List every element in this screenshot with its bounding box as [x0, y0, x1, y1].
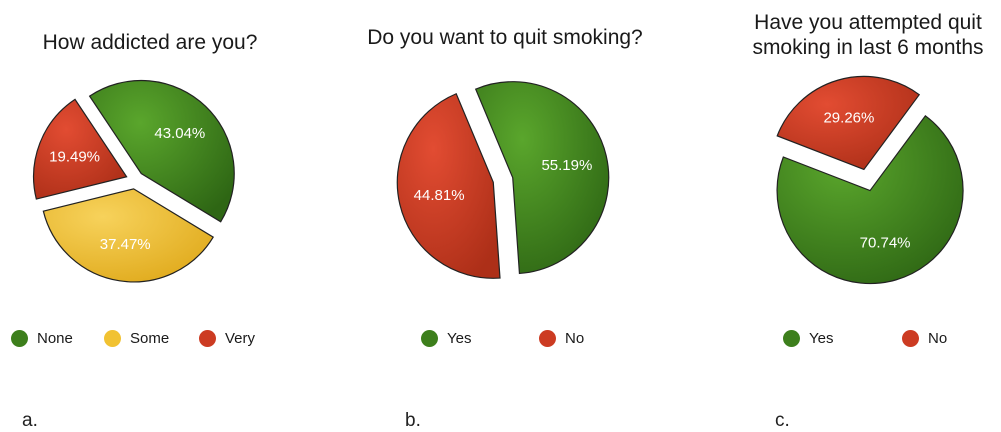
legend-swatch: [104, 330, 121, 347]
chart-title: Have you attempted quit smoking in last …: [728, 10, 1001, 60]
legend-label: Very: [225, 330, 256, 347]
legend-item-some: Some: [104, 330, 169, 347]
legend-label: No: [565, 330, 585, 347]
panel-label: a.: [22, 410, 38, 431]
slice-data-label: 29.26%: [823, 110, 874, 127]
legend-item-no: No: [902, 330, 947, 347]
legend: Yes No: [700, 330, 1001, 354]
legend-swatch: [199, 330, 216, 347]
legend-swatch: [539, 330, 556, 347]
slice-data-label: 37.47%: [100, 236, 151, 253]
chart-title-line: smoking in last 6 months: [752, 36, 984, 59]
legend-label: No: [928, 330, 948, 347]
legend-item-none: None: [11, 330, 73, 347]
pie-chart-attempted: 70.74% 29.26%: [776, 75, 964, 285]
legend-swatch: [902, 330, 919, 347]
legend: Yes No: [340, 330, 670, 354]
legend-item-very: Very: [199, 330, 255, 347]
panel-label: b.: [405, 410, 421, 431]
pie-slice-no: [396, 92, 501, 279]
pie-slice-some: [42, 188, 214, 283]
slice-data-label: 55.19%: [541, 157, 592, 174]
legend-swatch: [783, 330, 800, 347]
pie-slice-no: [776, 75, 921, 171]
legend-swatch: [421, 330, 438, 347]
chart-title: Do you want to quit smoking?: [367, 26, 643, 49]
legend: None Some Very: [0, 330, 320, 354]
pie-slice-none: [88, 79, 235, 223]
slice-data-label: 43.04%: [154, 125, 205, 142]
chart-panel-a: How addicted are you? 43.04% 37.47% 19.49%…: [0, 0, 320, 432]
legend-item-yes: Yes: [421, 330, 471, 347]
panel-label: c.: [775, 410, 790, 431]
legend-item-yes: Yes: [783, 330, 833, 347]
legend-label: Some: [130, 330, 170, 347]
chart-title-line: Have you attempted quit: [754, 11, 982, 34]
legend-item-no: No: [539, 330, 584, 347]
pie-chart-quit: 55.19% 44.81%: [396, 81, 610, 279]
pie-slice-yes: [474, 81, 610, 275]
pie-chart-addiction: 43.04% 37.47% 19.49%: [33, 79, 235, 283]
slice-data-label: 19.49%: [49, 149, 100, 166]
legend-label: Yes: [809, 330, 834, 347]
chart-panel-c: Have you attempted quit smoking in last …: [700, 0, 1001, 432]
pie-slice-yes: [776, 114, 964, 285]
legend-label: Yes: [447, 330, 472, 347]
chart-panel-b: Do you want to quit smoking? 55.19% 44.81…: [340, 0, 670, 432]
pie-slice-very: [33, 98, 128, 200]
slice-data-label: 44.81%: [414, 187, 465, 204]
chart-title: How addicted are you?: [42, 31, 258, 54]
legend-label: None: [37, 330, 73, 347]
slice-data-label: 70.74%: [860, 234, 911, 251]
legend-swatch: [11, 330, 28, 347]
